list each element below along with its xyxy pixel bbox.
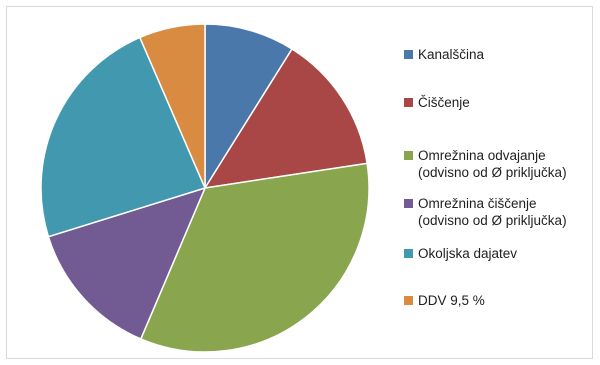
legend-label-okoljska-dajatev: Okoljska dajatev	[418, 246, 518, 261]
pie-slice-5	[138, 23, 206, 189]
pie-slice-4	[40, 36, 207, 238]
legend-label-ciscenje: Čiščenje	[418, 95, 470, 110]
legend-swatch-kanalscina	[404, 50, 413, 59]
pie-slice-0	[204, 23, 294, 191]
pie-slice-2	[139, 162, 370, 353]
legend-swatch-ddv	[404, 296, 413, 305]
pie-slice-1	[203, 47, 368, 189]
legend-item-omreznina-ciscenje: Omrežnina čiščenje (odvisno od Ø priklju…	[404, 195, 567, 229]
legend-item-kanalscina: Kanalščina	[404, 46, 484, 63]
legend-item-okoljska-dajatev: Okoljska dajatev	[404, 245, 517, 262]
legend-label-kanalscina: Kanalščina	[418, 47, 485, 62]
legend-swatch-okoljska-dajatev	[404, 249, 413, 258]
pie-slice-3	[47, 186, 207, 340]
legend-item-ciscenje: Čiščenje	[404, 94, 470, 111]
legend-swatch-omreznina-ciscenje	[404, 199, 413, 208]
legend-label-omreznina-ciscenje: Omrežnina čiščenje (odvisno od Ø priklju…	[418, 196, 567, 228]
legend-label-omreznina-odvajanje: Omrežnina odvajanje (odvisno od Ø priklj…	[418, 148, 567, 180]
legend-item-ddv: DDV 9,5 %	[404, 292, 485, 309]
legend-item-omreznina-odvajanje: Omrežnina odvajanje (odvisno od Ø priklj…	[404, 147, 567, 181]
legend: Kanalščina Čiščenje Omrežnina odvajanje …	[404, 0, 594, 340]
legend-swatch-ciscenje	[404, 98, 413, 107]
legend-label-ddv: DDV 9,5 %	[418, 293, 485, 308]
legend-swatch-omreznina-odvajanje	[404, 151, 413, 160]
